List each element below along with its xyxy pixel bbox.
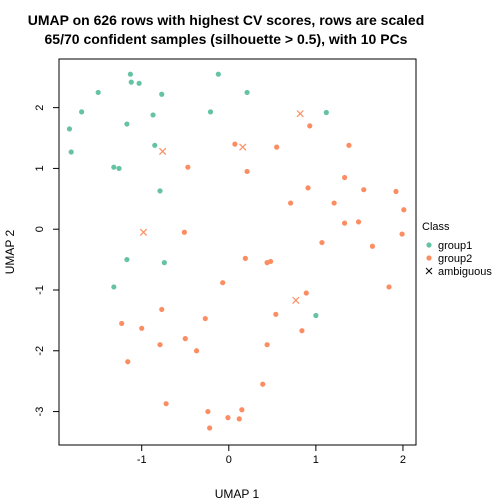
- group1-point: [215, 71, 221, 77]
- group2-point: [361, 187, 367, 193]
- legend-marker-ambiguous: [425, 267, 433, 275]
- group2-point: [260, 381, 266, 387]
- group2-point: [264, 342, 270, 348]
- y-tick-label: 2: [34, 105, 46, 111]
- x-tick-label: 0: [226, 454, 232, 466]
- group2-point: [205, 408, 211, 415]
- group2-point: [225, 415, 231, 421]
- y-axis-label: UMAP 2: [3, 229, 17, 274]
- group2-point: [386, 284, 392, 290]
- group1-point: [127, 71, 133, 77]
- chart-title: UMAP on 626 rows with highest CV scores,…: [28, 12, 425, 28]
- group2-point: [393, 188, 399, 195]
- group2-point: [220, 280, 226, 286]
- group1-point: [128, 79, 134, 85]
- legend-title: Class: [422, 221, 450, 233]
- group1-point: [150, 112, 156, 118]
- group1-point: [136, 80, 142, 86]
- group2-point: [163, 401, 169, 407]
- group2-point: [299, 328, 305, 334]
- group2-point: [342, 174, 348, 181]
- group1-point: [111, 284, 117, 290]
- ambiguous-point: [139, 228, 148, 236]
- group2-point: [244, 168, 250, 175]
- group2-point: [232, 141, 238, 147]
- group2-point: [264, 260, 270, 266]
- y-tick-label: 0: [34, 226, 46, 232]
- legend-marker-group2: [426, 255, 432, 261]
- x-tick-label: 2: [400, 454, 406, 466]
- ambiguous-point: [239, 143, 247, 151]
- group1-point: [111, 164, 117, 170]
- group2-point: [401, 207, 407, 213]
- group2-point: [346, 142, 352, 148]
- y-tick-label: -3: [34, 407, 46, 417]
- group1-point: [244, 89, 250, 96]
- ambiguous-point: [292, 296, 300, 304]
- ambiguous-point: [158, 147, 167, 156]
- group2-point: [303, 290, 309, 296]
- group2-point: [202, 315, 208, 322]
- legend-label-group2: group2: [438, 253, 472, 265]
- group1-point: [152, 142, 158, 148]
- group1-point: [323, 109, 329, 116]
- legend-marker-group1: [426, 242, 432, 248]
- legend-label-ambiguous: ambiguous: [438, 266, 492, 278]
- group2-point: [399, 231, 405, 237]
- group2-point: [242, 255, 248, 261]
- ambiguous-point: [296, 110, 304, 118]
- group2-point: [139, 325, 145, 331]
- group2-point: [355, 219, 362, 225]
- group2-point: [236, 416, 242, 422]
- group1-point: [159, 91, 165, 97]
- group2-point: [207, 425, 213, 431]
- group1-point: [79, 109, 85, 115]
- y-tick-label: -1: [34, 285, 46, 295]
- group2-point: [369, 243, 376, 249]
- x-tick-label: 1: [313, 454, 319, 466]
- group2-point: [181, 229, 187, 235]
- group2-point: [239, 407, 245, 413]
- x-axis: -1 0 1 2: [137, 445, 406, 466]
- y-axis: -3 -2 -1 0 1 2: [34, 105, 59, 417]
- group1-point: [124, 256, 130, 263]
- group2-point: [193, 348, 200, 354]
- group2-point: [305, 185, 311, 191]
- group2-point: [182, 336, 188, 342]
- x-axis-label: UMAP 1: [215, 487, 260, 501]
- group2-point: [274, 144, 280, 150]
- group2-point: [319, 239, 325, 246]
- group1-point: [116, 165, 122, 172]
- group1-point: [95, 89, 101, 96]
- group2-point: [288, 200, 294, 206]
- y-tick-label: -2: [34, 346, 46, 356]
- group2-point: [273, 311, 279, 317]
- group2-point: [307, 123, 313, 129]
- group2-point: [185, 164, 191, 170]
- x-tick-label: -1: [137, 454, 147, 466]
- group2-point: [119, 320, 125, 327]
- y-tick-label: 1: [34, 165, 46, 171]
- group2-point: [159, 306, 165, 313]
- group1-point: [207, 109, 214, 115]
- group1-point: [66, 126, 73, 132]
- legend-label-group1: group1: [438, 240, 472, 252]
- group1-point: [157, 188, 163, 194]
- plot-frame: [58, 58, 417, 446]
- group1-point: [68, 149, 74, 155]
- group2-point: [331, 200, 337, 206]
- group2-point: [342, 220, 348, 226]
- group1-point: [161, 260, 167, 266]
- chart-subtitle: 65/70 confident samples (silhouette > 0.…: [45, 31, 408, 47]
- group1-point: [313, 312, 319, 319]
- data-points: [66, 71, 407, 431]
- group2-point: [125, 359, 131, 365]
- group2-point: [157, 342, 163, 348]
- group1-point: [124, 121, 130, 127]
